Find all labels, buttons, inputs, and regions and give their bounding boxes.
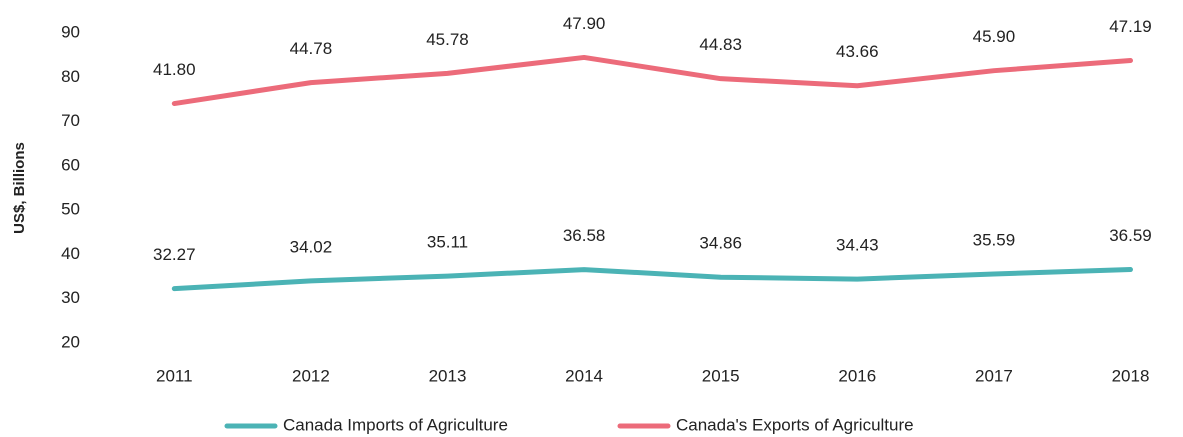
series-line (171, 54, 1133, 107)
data-label: 36.58 (563, 226, 606, 245)
data-label: 41.80 (153, 60, 196, 79)
data-label: 44.83 (699, 35, 742, 54)
x-tick-label: 2015 (702, 366, 740, 385)
x-tick-label: 2018 (1112, 366, 1150, 385)
y-tick-label: 60 (61, 155, 80, 174)
x-tick-label: 2012 (292, 366, 330, 385)
y-axis-title: US$, Billions (11, 142, 28, 234)
y-tick-label: 50 (61, 200, 80, 219)
x-tick-label: 2017 (975, 366, 1013, 385)
x-tick-label: 2013 (429, 366, 467, 385)
legend-label: Canada Imports of Agriculture (283, 415, 508, 434)
data-label: 45.78 (426, 30, 469, 49)
data-label: 43.66 (836, 42, 879, 61)
series-line (171, 267, 1133, 292)
data-label: 35.59 (973, 230, 1016, 249)
y-tick-label: 70 (61, 111, 80, 130)
data-label: 47.90 (563, 14, 606, 33)
legend-label: Canada's Exports of Agriculture (676, 415, 914, 434)
x-tick-label: 2011 (156, 366, 193, 385)
data-label: 47.19 (1109, 17, 1152, 36)
data-label: 34.86 (699, 234, 742, 253)
data-label: 32.27 (153, 245, 196, 264)
y-tick-label: 90 (61, 22, 80, 41)
data-label: 34.43 (836, 236, 879, 255)
x-tick-label: 2016 (838, 366, 876, 385)
y-tick-label: 40 (61, 244, 80, 263)
data-label: 44.78 (290, 39, 333, 58)
y-tick-label: 30 (61, 288, 80, 307)
data-label: 45.90 (973, 27, 1016, 46)
data-label: 35.11 (427, 233, 468, 252)
data-label: 36.59 (1109, 226, 1152, 245)
y-tick-label: 20 (61, 332, 80, 351)
data-label: 34.02 (290, 237, 333, 256)
x-tick-label: 2014 (565, 366, 603, 385)
y-tick-label: 80 (61, 67, 80, 86)
